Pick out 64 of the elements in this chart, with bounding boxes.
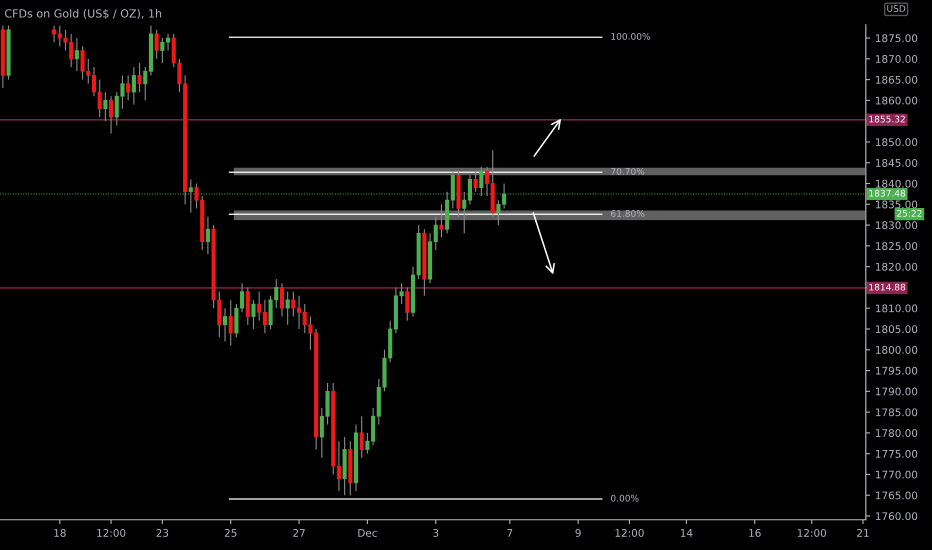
annotation: 100.00% — [611, 33, 650, 40]
candlestick — [154, 29, 159, 60]
y-tick-label: 1775.00 — [876, 450, 918, 458]
candlestick — [360, 416, 364, 458]
x-tick-label: 12:00 — [616, 528, 644, 537]
y-tick-label: 1835.00 — [876, 200, 918, 208]
x-tick-label: 14 — [680, 529, 692, 537]
candlestick — [262, 299, 267, 334]
y-tick-label: 1790.00 — [876, 388, 918, 396]
candlestick — [206, 216, 210, 255]
y-tick-label: 1875.00 — [876, 34, 918, 42]
x-tick-label: 3 — [433, 528, 438, 537]
y-tick-label: 1795.00 — [876, 366, 918, 375]
annotation: 0.00% — [611, 494, 639, 502]
y-tick-label: 1805.00 — [876, 325, 918, 334]
y-tick-label: 1840.00 — [876, 180, 918, 188]
x-tick-label: 18 — [54, 528, 66, 537]
x-tick-label: 9 — [576, 528, 581, 537]
x-tick-label: 25 — [224, 528, 236, 537]
candlestick — [109, 96, 114, 134]
candlestick — [103, 92, 108, 122]
candlestick — [286, 291, 290, 326]
y-tick-label: 1800.00 — [876, 346, 918, 354]
y-tick-label: 1870.00 — [876, 55, 918, 63]
x-tick-label: Dec — [358, 529, 377, 537]
x-tick-label: 12:00 — [97, 528, 126, 537]
y-axis-title: USD — [887, 5, 906, 12]
candlestick — [280, 282, 284, 318]
x-tick-label: 7 — [507, 529, 512, 537]
y-tick-label: 1785.00 — [876, 408, 918, 416]
candlestick — [228, 299, 233, 346]
candlestick — [222, 308, 228, 342]
annotation: 61.80% — [611, 210, 644, 217]
y-tick-label: 1780.00 — [876, 429, 918, 437]
candlestick — [52, 25, 56, 43]
y-tick-label: 1825.00 — [876, 242, 918, 250]
y-tick-label: 1760.00 — [876, 512, 918, 520]
y-tick-label: 1850.00 — [876, 138, 918, 146]
y-tick-label: 1810.00 — [876, 304, 918, 312]
x-tick-label: 12:00 — [798, 528, 826, 537]
ref-line-label: 1855.32 — [869, 116, 905, 122]
candlestick — [405, 286, 410, 322]
candlestick — [251, 299, 256, 330]
y-tick-label: 1865.00 — [876, 76, 918, 84]
ref-line-label: 1814.88 — [869, 284, 906, 291]
y-tick-label: 1820.00 — [876, 262, 918, 271]
x-tick-label: 27 — [293, 528, 305, 537]
x-tick-label: 21 — [857, 528, 869, 537]
x-tick-label: 16 — [749, 528, 761, 537]
y-tick-label: 1845.00 — [876, 158, 918, 167]
candlestick — [126, 74, 130, 101]
candlestick — [138, 62, 142, 93]
ref-line-label: 1837.48 — [869, 190, 906, 197]
y-tick-label: 1830.00 — [876, 221, 918, 230]
candlestick — [74, 37, 79, 72]
y-tick-label: 1770.00 — [876, 470, 918, 479]
chart-title: CFDs on Gold (US$ / OZ), 1h — [4, 9, 162, 20]
text: 25:22 — [897, 210, 922, 217]
annotation: 70.70% — [611, 168, 644, 175]
candlestick — [257, 291, 262, 322]
y-tick-label: 1860.00 — [876, 96, 918, 104]
x-tick-label: 23 — [156, 528, 168, 537]
y-tick-label: 1765.00 — [876, 491, 918, 500]
candlestick — [132, 66, 136, 106]
